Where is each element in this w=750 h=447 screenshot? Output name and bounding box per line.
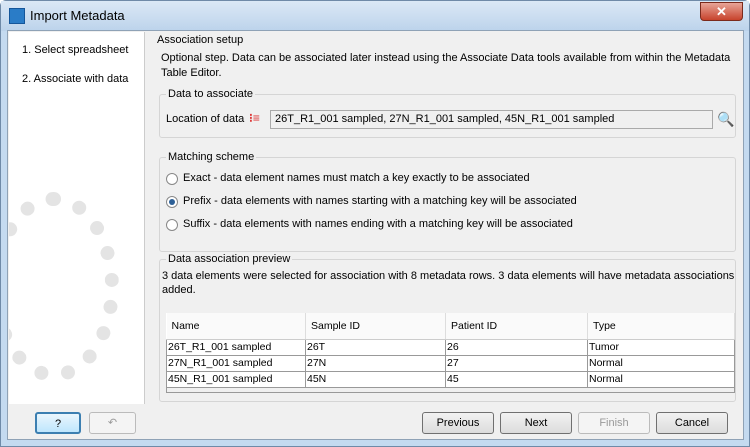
cell: 45N [305, 370, 446, 388]
location-label: Location of data [166, 113, 245, 125]
step-select-spreadsheet: 1. Select spreadsheet [22, 44, 129, 56]
cell: Normal [587, 354, 735, 372]
section-title: Association setup [157, 34, 244, 46]
cell: 27 [445, 354, 588, 372]
decorative-binary-graphic [9, 192, 119, 382]
step-associate-with-data: 2. Associate with data [22, 73, 129, 85]
column-header[interactable]: Patient ID [445, 313, 588, 340]
table-row[interactable]: 26T_R1_001 sampled 26T 26 Tumor [166, 338, 735, 356]
description: Optional step. Data can be associated la… [161, 52, 731, 79]
help-button[interactable]: ? [35, 412, 81, 434]
cell: Normal [587, 370, 735, 388]
group-title: Data to associate [166, 87, 255, 101]
column-header[interactable]: Sample ID [305, 313, 446, 340]
close-button[interactable]: ✕ [700, 2, 743, 21]
previous-button[interactable]: Previous [422, 412, 494, 434]
next-button[interactable]: Next [500, 412, 572, 434]
column-header[interactable]: Name [166, 313, 306, 340]
matching-scheme-group: Matching scheme Exact - data element nam… [159, 150, 736, 252]
list-icon[interactable]: ⁝≡ [249, 111, 260, 125]
window-title: Import Metadata [30, 8, 125, 23]
exact-label[interactable]: Exact - data element names must match a … [183, 172, 530, 184]
suffix-radio[interactable] [166, 219, 178, 231]
cell: 27N [305, 354, 446, 372]
restore-button[interactable]: ↶ [89, 412, 136, 434]
wizard-steps: 1. Select spreadsheet 2. Associate with … [9, 32, 145, 404]
location-field[interactable]: 26T_R1_001 sampled, 27N_R1_001 sampled, … [270, 110, 713, 129]
prefix-radio[interactable] [166, 196, 178, 208]
cell: Tumor [587, 338, 735, 356]
cell: 26T [305, 338, 446, 356]
cell: 26 [445, 338, 588, 356]
data-to-associate-group: Data to associate Location of data ⁝≡ 26… [159, 87, 736, 138]
cell: 26T_R1_001 sampled [166, 338, 306, 356]
preview-summary: 3 data elements were selected for associ… [162, 270, 735, 296]
preview-group: Data association preview 3 data elements… [159, 252, 736, 402]
preview-table: Name Sample ID Patient ID Type 26T_R1_001 s… [166, 313, 735, 388]
exact-radio[interactable] [166, 173, 178, 185]
column-header[interactable]: Type [587, 313, 735, 340]
app-icon [9, 8, 25, 24]
browse-icon[interactable]: 🔍 [717, 111, 735, 127]
group-title: Matching scheme [166, 150, 257, 164]
main-panel: Association setup Optional step. Data ca… [151, 32, 743, 404]
finish-button[interactable]: Finish [578, 412, 650, 434]
dialog-body: 1. Select spreadsheet 2. Associate with … [7, 30, 744, 440]
table-row[interactable]: 27N_R1_001 sampled 27N 27 Normal [166, 354, 735, 372]
title-bar: Import Metadata ✕ [1, 1, 749, 31]
cell: 45N_R1_001 sampled [166, 370, 306, 388]
cell: 27N_R1_001 sampled [166, 354, 306, 372]
cell: 45 [445, 370, 588, 388]
group-title: Data association preview [166, 252, 293, 266]
suffix-label[interactable]: Suffix - data elements with names ending… [183, 218, 573, 230]
table-row[interactable]: 45N_R1_001 sampled 45N 45 Normal [166, 370, 735, 388]
prefix-label[interactable]: Prefix - data elements with names starti… [183, 195, 577, 207]
cancel-button[interactable]: Cancel [656, 412, 728, 434]
